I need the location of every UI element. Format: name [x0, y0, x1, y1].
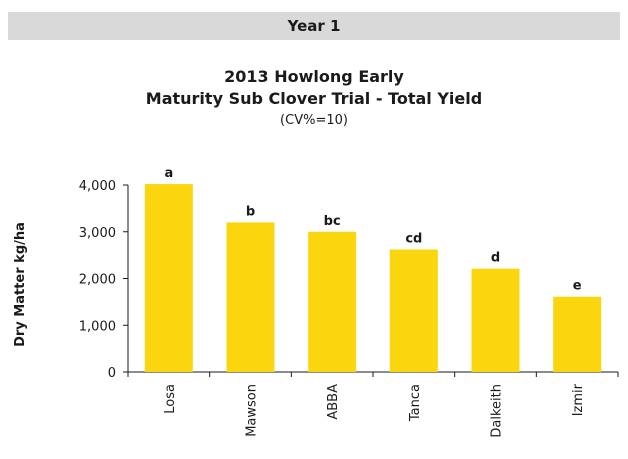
category-label: Tanca — [408, 384, 423, 422]
y-tick-label: 1,000 — [79, 319, 116, 334]
category-label: Losa — [163, 384, 178, 414]
significance-label: cd — [405, 232, 422, 247]
bar-izmir — [553, 296, 602, 372]
category-label: Dalkeith — [490, 384, 505, 438]
category-label: Izmir — [571, 383, 586, 416]
significance-label: a — [164, 166, 173, 181]
category-label: ABBA — [326, 384, 341, 420]
y-tick-label: 3,000 — [79, 226, 116, 241]
bar-losa — [144, 184, 193, 372]
bar-abba — [308, 231, 357, 372]
bar-dalkeith — [471, 268, 520, 372]
significance-label: b — [246, 204, 255, 219]
y-tick-label: 0 — [108, 366, 116, 381]
year-banner: Year 1 — [8, 12, 620, 40]
y-tick-label: 4,000 — [79, 179, 116, 194]
significance-label: bc — [324, 214, 341, 229]
chart-title-line2: Maturity Sub Clover Trial - Total Yield — [145, 89, 483, 108]
chart-title: 2013 Howlong Early — [224, 67, 404, 86]
significance-label: d — [491, 251, 500, 266]
chart-subtitle: (CV%=10) — [280, 113, 348, 128]
y-axis-title: Dry Matter kg/ha — [13, 222, 28, 347]
y-tick-label: 2,000 — [79, 273, 116, 288]
significance-label: e — [573, 279, 582, 294]
category-label: Mawson — [245, 384, 260, 437]
bar-tanca — [389, 249, 438, 372]
bar-mawson — [226, 222, 275, 372]
